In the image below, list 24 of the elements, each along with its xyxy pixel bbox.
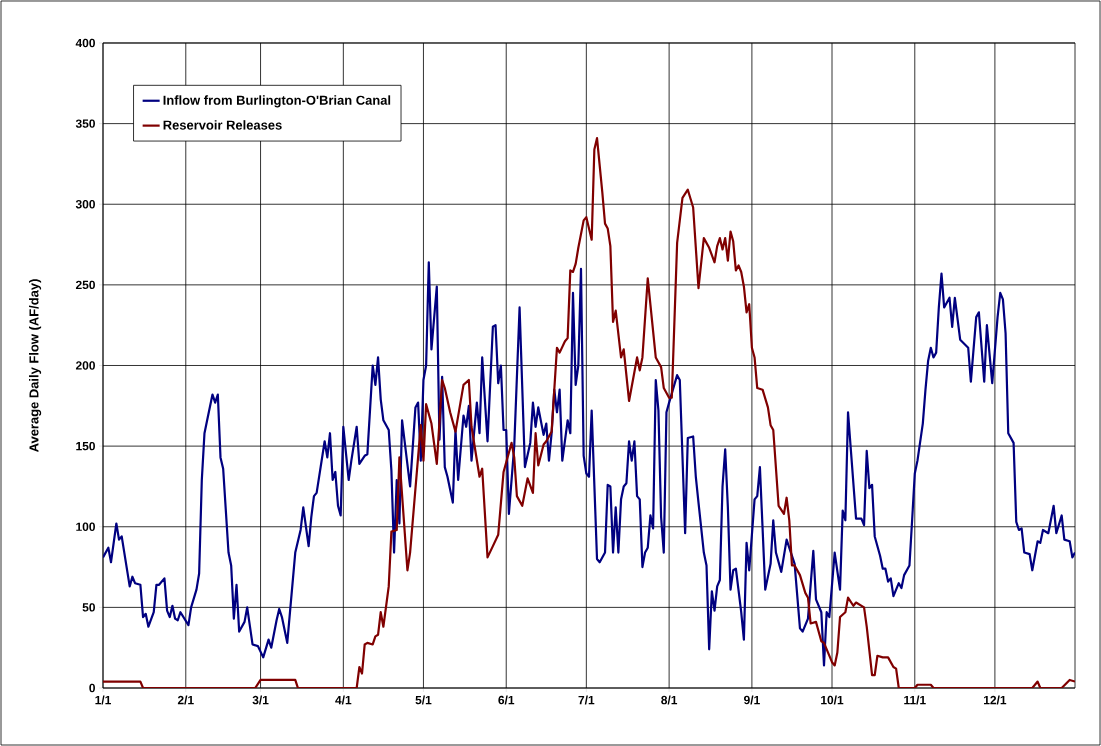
x-tick-label: 12/1: [984, 695, 1007, 705]
y-tick-label: 150: [76, 441, 95, 451]
y-tick-label: 250: [75, 280, 95, 290]
y-tick-label: 200: [75, 361, 95, 370]
y-tick-label: 300: [75, 200, 95, 209]
x-tick-label: 10/1: [821, 695, 844, 705]
y-axis-title: Average Daily Flow (AF/day): [29, 279, 42, 453]
x-tick-label: 3/1: [252, 695, 269, 705]
x-tick-label: 5/1: [415, 695, 432, 705]
x-tick-label: 9/1: [744, 695, 760, 705]
y-tick-label: 0: [89, 683, 95, 693]
x-tick-label: 2/1: [177, 695, 194, 705]
x-tick-label: 8/1: [661, 695, 678, 705]
legend-label: Reservoir Releases: [163, 120, 282, 130]
x-tick-label: 7/1: [578, 695, 595, 705]
x-tick-label: 4/1: [335, 695, 352, 705]
y-tick-label: 350: [75, 119, 95, 128]
x-tick-label: 1/1: [95, 695, 111, 705]
x-tick-label: 11/1: [904, 695, 926, 705]
y-tick-label: 100: [76, 522, 95, 531]
x-tick-label: 6/1: [498, 695, 515, 705]
y-tick-label: 400: [75, 38, 95, 48]
y-tick-label: 50: [82, 603, 95, 612]
legend-label: Inflow from Burlington-O'Brian Canal: [163, 95, 391, 108]
